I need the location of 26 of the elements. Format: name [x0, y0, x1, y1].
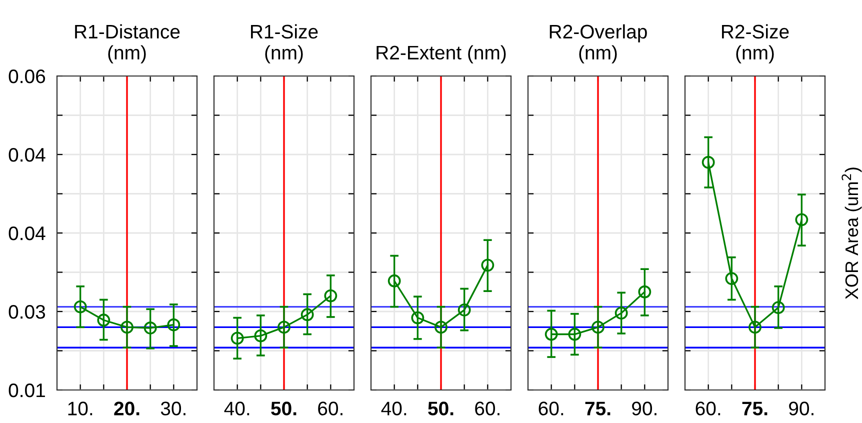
x-tick-label: 10.	[68, 402, 92, 416]
x-tick-label: 40.	[381, 402, 406, 416]
chart-title: R1-Distance (nm)	[75, 24, 180, 64]
x-tick-label: 50.	[271, 402, 296, 416]
y-tick-label: 0.06	[8, 69, 46, 84]
x-tick-label: 60.	[538, 402, 564, 416]
y-axis-title: XOR Area (um$^{2}$)	[842, 168, 862, 300]
x-tick-label: 60.	[475, 402, 500, 416]
x-tick-label: 60.	[318, 402, 342, 416]
y-tick-label: 0.04	[8, 226, 46, 240]
chart-title: R1-Size (nm)	[251, 24, 318, 64]
x-tick-label: 75.	[742, 402, 768, 416]
x-tick-label: 20.	[114, 402, 140, 416]
y-tick-label: 0.01	[8, 383, 45, 398]
x-tick-label: 60.	[696, 402, 720, 416]
chart-title: R2-Extent (nm)	[376, 45, 506, 64]
x-tick-label: 50.	[428, 402, 454, 416]
chart-title: R2-Overlap (nm)	[550, 24, 647, 64]
x-tick-label: 40.	[224, 402, 250, 416]
x-tick-label: 90.	[632, 402, 656, 416]
y-tick-label: 0.03	[8, 304, 46, 319]
x-tick-label: 30.	[160, 402, 186, 416]
chart-title: R2-Size (nm)	[722, 24, 789, 64]
x-tick-label: 75.	[585, 402, 610, 416]
y-tick-label: 0.04	[8, 148, 46, 162]
x-tick-label: 90.	[789, 402, 814, 416]
